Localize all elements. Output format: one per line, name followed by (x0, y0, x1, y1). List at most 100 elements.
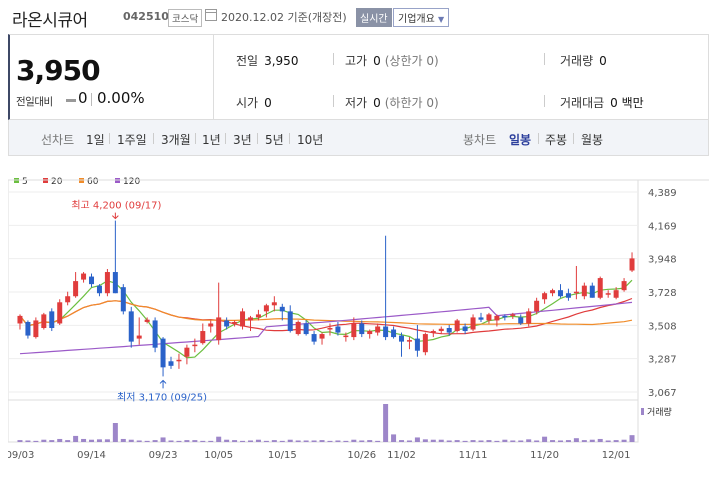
candle-body (565, 293, 571, 298)
price-box: 3,950 전일대비 0 0.00% (10, 35, 222, 119)
candle-weekly[interactable]: 주봉 (545, 133, 568, 147)
volume-bar (557, 440, 563, 442)
candle-body (510, 314, 516, 316)
candle-body (168, 361, 174, 366)
candle-body (152, 320, 158, 348)
volume-bar (470, 440, 476, 442)
arrow-up-icon (159, 379, 167, 389)
volume-bar (343, 440, 349, 442)
volume-bar (160, 437, 166, 442)
volume-bar (414, 437, 420, 442)
quote-date: 2020.12.02 기준(개장전) (221, 11, 347, 24)
moving-average-20 (19, 297, 633, 335)
change-percent: 0.00% (97, 89, 145, 107)
open-price: 시가 0 (236, 96, 272, 110)
volume-bar (510, 440, 516, 442)
period-1y[interactable]: 1년 (202, 133, 221, 147)
divider (195, 133, 196, 144)
candle-monthly[interactable]: 월봉 (581, 133, 604, 147)
volume-bar (526, 439, 532, 442)
candle-body (518, 317, 524, 324)
corp-info-dropdown[interactable]: 기업개요 ▼ (393, 8, 450, 27)
candle-body (589, 285, 595, 298)
candle-body (65, 296, 71, 303)
candlestick-chart-svg[interactable]: 5 20 60 120 거래량 4,389 4,169 3,948 3,728 3,508 3,… (6, 156, 709, 486)
candle-body (335, 326, 341, 333)
period-3y[interactable]: 3년 (233, 133, 252, 147)
volume-bar (81, 438, 87, 442)
volume-bar (399, 440, 405, 442)
candle-body (73, 281, 79, 297)
divider (544, 53, 545, 65)
volume-bar (375, 440, 381, 442)
candle-body (192, 344, 198, 347)
candle-body (247, 317, 253, 321)
volume-bar (534, 440, 540, 442)
candle-body (534, 300, 540, 312)
current-price: 3,950 (16, 54, 101, 87)
period-1w[interactable]: 1주일 (117, 133, 147, 147)
volume-bar (176, 440, 182, 442)
divider (109, 133, 110, 144)
candle-body (224, 320, 230, 327)
period-1d[interactable]: 1일 (86, 133, 105, 147)
candle-body (240, 311, 246, 327)
candle-body (343, 335, 349, 338)
candle-body (327, 328, 333, 330)
candle-body (319, 334, 325, 339)
candle-body (367, 331, 373, 335)
x-tick-label: 09/03 (8, 450, 34, 461)
candle-chart-label: 봉차트 (463, 133, 497, 147)
stock-code: 042510 (123, 10, 169, 23)
volume-bar (351, 439, 357, 442)
x-tick-label: 09/14 (77, 450, 106, 461)
candle-body (550, 290, 556, 294)
period-3m[interactable]: 3개월 (161, 133, 191, 147)
candle-body (271, 302, 277, 306)
volume-bar (65, 440, 71, 442)
volume-bar (589, 439, 595, 442)
high-annotation: 최고 4,200 (09/17) (71, 200, 161, 212)
y-tick-label: 4,389 (648, 188, 677, 199)
candle-daily[interactable]: 일봉 (509, 133, 532, 147)
candle-body (144, 319, 150, 322)
volume-bar (128, 439, 134, 442)
realtime-button[interactable]: 실시간 (356, 8, 392, 27)
volume-bar (383, 404, 389, 442)
legend-label: 20 (51, 177, 63, 187)
candle-body (502, 315, 508, 318)
candle-body (486, 314, 492, 321)
volume-bar (597, 438, 603, 442)
volume-bar (57, 438, 63, 442)
volume-bar (550, 440, 556, 442)
candle-body (208, 323, 214, 327)
volume-bar (359, 440, 365, 442)
volume-legend-swatch (641, 408, 644, 415)
candle-body (255, 314, 261, 318)
volume-bar (462, 440, 468, 442)
volume-bar (192, 440, 198, 442)
volume-bar (184, 440, 190, 442)
volume-bar (573, 438, 579, 442)
stock-chart[interactable]: 5 20 60 120 거래량 4,389 4,169 3,948 3,728 3,508 3,… (6, 156, 709, 486)
divider (289, 133, 290, 144)
divider (257, 133, 258, 144)
volume-bar (478, 440, 484, 442)
period-10y[interactable]: 10년 (297, 133, 324, 147)
candle-body (542, 293, 548, 300)
candle-body (605, 293, 611, 295)
x-tick-label: 11/20 (530, 450, 559, 461)
y-tick-label: 3,067 (648, 388, 677, 399)
divider (544, 95, 545, 107)
volume-bar (629, 435, 635, 442)
volume-legend-label: 거래량 (647, 406, 672, 418)
legend-label: 60 (87, 177, 99, 187)
candle-body (49, 311, 55, 329)
period-bar: 선차트 1일 1주일 3개월 1년 3년 5년 10년 봉차트 일봉 주봉 월봉 (8, 120, 709, 156)
change-label: 전일대비 (16, 96, 53, 108)
candle-body (136, 335, 142, 339)
period-5y[interactable]: 5년 (265, 133, 284, 147)
divider (225, 133, 226, 144)
candle-body (629, 258, 635, 271)
moving-average-120 (19, 301, 633, 355)
